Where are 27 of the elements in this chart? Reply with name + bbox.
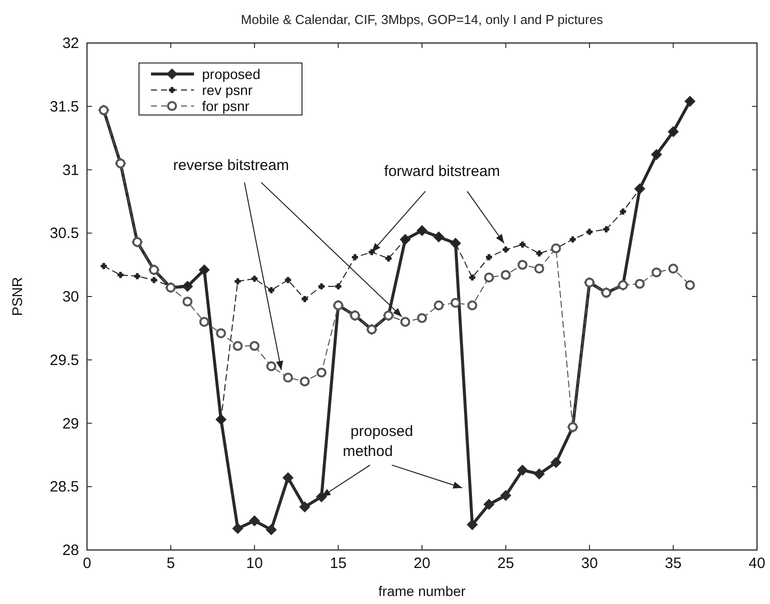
annotation: reverse bitstream [173, 156, 289, 174]
y-tick-label: 30.5 [50, 225, 79, 242]
x-tick-label: 25 [497, 555, 514, 572]
y-axis-title: PSNR [9, 277, 25, 316]
y-tick-label: 31.5 [50, 98, 79, 116]
y-tick-label: 31 [62, 162, 79, 179]
x-tick-label: 20 [414, 555, 430, 572]
x-tick-label: 10 [246, 555, 263, 572]
y-tick-label: 29.5 [50, 352, 79, 369]
chart-title: Mobile & Calendar, CIF, 3Mbps, GOP=14, only I and P pictures [240, 12, 604, 27]
x-tick-label: 15 [330, 555, 347, 572]
y-tick-label: 28 [62, 542, 79, 559]
y-tick-label: 32 [62, 35, 79, 52]
x-tick-label: 5 [166, 555, 175, 572]
x-tick-label: 35 [664, 555, 682, 572]
x-tick-label: 40 [748, 555, 766, 572]
legend-label: for psnr [202, 98, 250, 114]
annotation: proposed method [342, 422, 414, 460]
x-tick-label: 0 [82, 555, 92, 572]
y-tick-label: 30 [62, 288, 79, 306]
y-tick-label: 28.5 [50, 478, 79, 496]
x-axis-title: frame number [378, 583, 466, 599]
x-tick-label: 30 [581, 555, 598, 572]
annotation: forward bitstream [384, 163, 500, 180]
legend-label: proposed [202, 66, 260, 82]
y-tick-label: 29 [62, 415, 79, 432]
legend-label: rev psnr [202, 82, 253, 98]
